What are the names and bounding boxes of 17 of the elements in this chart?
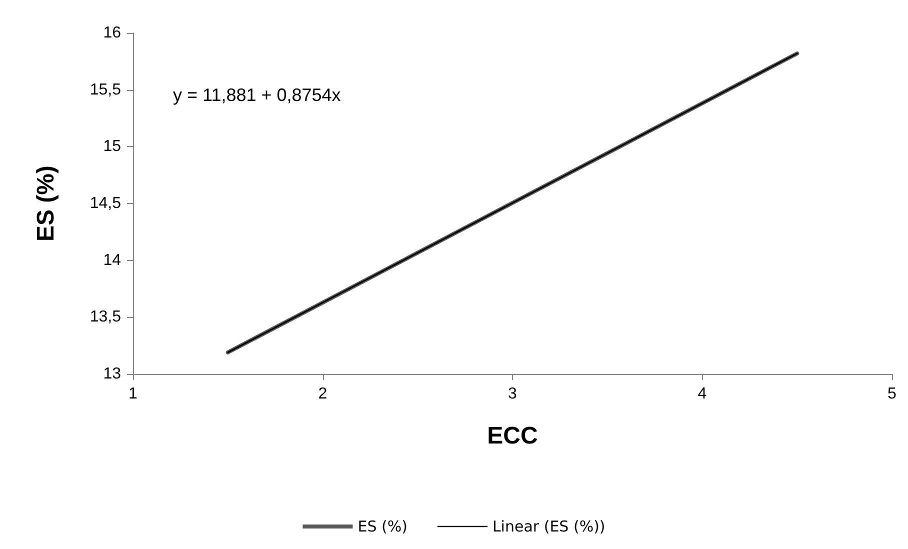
y-tick-label: 13 (103, 366, 122, 382)
y-tick-label: 14,5 (90, 195, 122, 212)
y-tick-label: 15 (103, 138, 122, 156)
legend-label: ES (%) (358, 518, 408, 536)
x-tick-label: 2 (318, 386, 328, 402)
y-tick-label: 15,5 (90, 81, 122, 98)
y-tick-label: 16 (103, 24, 122, 42)
annotation: y = 11,881 + 0,8754x (173, 85, 341, 105)
x-tick-label: 4 (698, 386, 707, 402)
y-axis-title: ES (%) (32, 165, 60, 242)
x-axis-title: ECC (487, 422, 538, 450)
legend-label: Linear (ES (%)) (492, 518, 606, 536)
x-tick-label: 5 (888, 386, 897, 402)
y-tick-label: 14 (103, 252, 122, 269)
y-tick-label: 13,5 (90, 308, 122, 326)
x-tick-label: 3 (508, 386, 518, 402)
x-tick-label: 1 (128, 386, 138, 402)
